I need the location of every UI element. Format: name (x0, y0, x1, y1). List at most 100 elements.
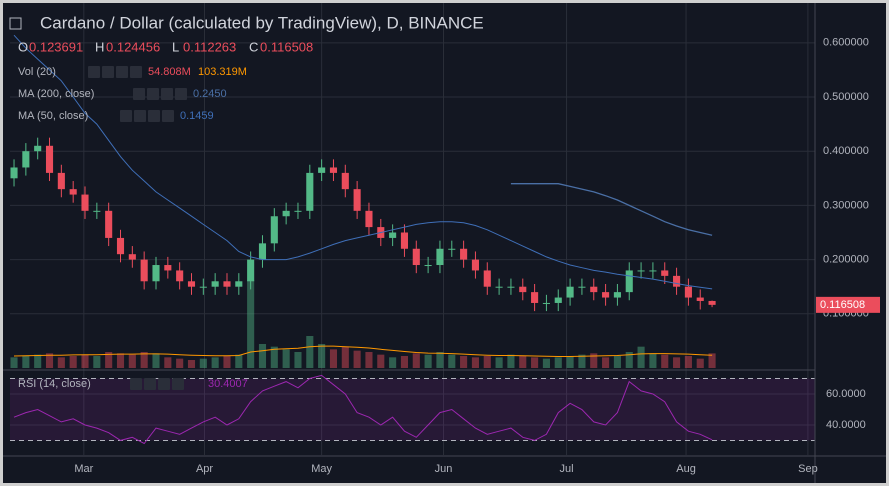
candle-body (613, 292, 621, 298)
volume-bar (389, 357, 397, 368)
volume-bar (10, 357, 18, 368)
indicator-name: Vol (20) (18, 66, 56, 78)
volume-bar (45, 353, 54, 368)
ohlc-key: L (172, 39, 179, 54)
indicator-button (144, 378, 156, 390)
volume-bar (341, 346, 349, 368)
ma200-line (510, 183, 713, 236)
candle-body (400, 232, 409, 249)
indicator-button (158, 378, 170, 390)
volume-bar (81, 354, 89, 368)
indicator-name: MA (200, close) (18, 88, 94, 100)
volume-bar (211, 357, 219, 368)
candle-body (164, 265, 172, 271)
candle-body (34, 145, 42, 152)
rsi-line (13, 374, 713, 445)
candle-body (223, 281, 231, 287)
ohlc-key: C (249, 39, 258, 54)
volume-bar (318, 344, 326, 368)
indicator-button (116, 66, 128, 78)
candle-body (247, 259, 255, 282)
candle-body (93, 210, 101, 212)
volume-bar (436, 352, 444, 368)
volume-bar (412, 353, 420, 368)
indicator-button (161, 88, 173, 100)
candle-body (365, 210, 373, 228)
volume-bar (673, 357, 681, 368)
volume-bar (590, 353, 598, 368)
indicator-button (88, 66, 100, 78)
rsi-name: RSI (14, close) (18, 378, 91, 390)
ohlc-value: 0.112263 (183, 39, 236, 54)
indicator-button (175, 88, 187, 100)
chart-title: Cardano / Dollar (calculated by TradingV… (40, 13, 484, 32)
ohlc-value: 0.116508 (260, 39, 313, 54)
candle-body (294, 210, 302, 212)
rsi-value: 30.4007 (208, 378, 248, 390)
indicator-name: MA (50, close) (18, 110, 88, 122)
candle-body (341, 172, 349, 190)
candle-body (625, 270, 633, 293)
candle-body (507, 286, 515, 288)
volume-bar (460, 356, 468, 368)
volume-bar (199, 358, 207, 368)
candle-body (661, 270, 669, 276)
candle-body (105, 210, 113, 238)
volume-bar (684, 356, 692, 368)
volume-bar (424, 354, 432, 368)
volume-bar (235, 354, 243, 368)
candle-body (590, 286, 598, 293)
ma50-line (13, 34, 713, 290)
indicator-button (133, 88, 145, 100)
candle-body (199, 286, 207, 288)
volume-bar (128, 354, 136, 368)
x-tick-label: Apr (196, 463, 213, 475)
volume-bar (531, 357, 539, 368)
volume-bar (353, 350, 361, 368)
volume-bar (22, 356, 30, 368)
volume-bar (223, 356, 231, 368)
candle-body (684, 286, 692, 298)
candle-body (578, 286, 586, 288)
volume-bar (164, 357, 172, 368)
volume-bar (140, 352, 148, 368)
candle-body (708, 300, 716, 305)
candle-body (637, 270, 645, 272)
volume-bar (519, 356, 527, 368)
candle-body (140, 259, 148, 282)
legend: O 0.123691 H 0.124456 L 0.112263 C 0.116508 Vol … (18, 39, 313, 390)
volume-bar (270, 346, 278, 368)
candle-body (211, 281, 219, 287)
candle-body (318, 167, 326, 173)
y-tick-label: 40.0000 (826, 419, 866, 431)
candle-body (602, 292, 610, 298)
x-tick-label: May (311, 463, 332, 475)
ohlc-value: 0.123691 (29, 39, 83, 54)
volume-bar (365, 352, 373, 368)
collapse-icon[interactable] (9, 17, 22, 30)
candle-body (448, 248, 456, 250)
candle-body (81, 194, 89, 211)
candle-body (424, 265, 432, 267)
candle-body (542, 302, 550, 304)
indicator-value: 54.808M (148, 66, 191, 78)
volume-bar (176, 358, 184, 368)
volume-bar (661, 354, 669, 368)
x-tick-label: Aug (676, 463, 696, 475)
candle-body (10, 167, 18, 179)
indicator-button (120, 110, 132, 122)
x-tick-label: Mar (74, 463, 93, 475)
volume-bar (696, 358, 704, 368)
candle-body (353, 189, 361, 211)
ohlc-key: O (18, 39, 28, 54)
candle-body (649, 270, 657, 272)
candle-body (187, 281, 196, 287)
candle-body (22, 151, 30, 168)
candle-body (412, 248, 420, 266)
candle-body (471, 259, 479, 271)
price-tag-label: 0.116508 (820, 299, 865, 311)
candle-body (69, 189, 77, 195)
volume-bar (471, 357, 479, 368)
